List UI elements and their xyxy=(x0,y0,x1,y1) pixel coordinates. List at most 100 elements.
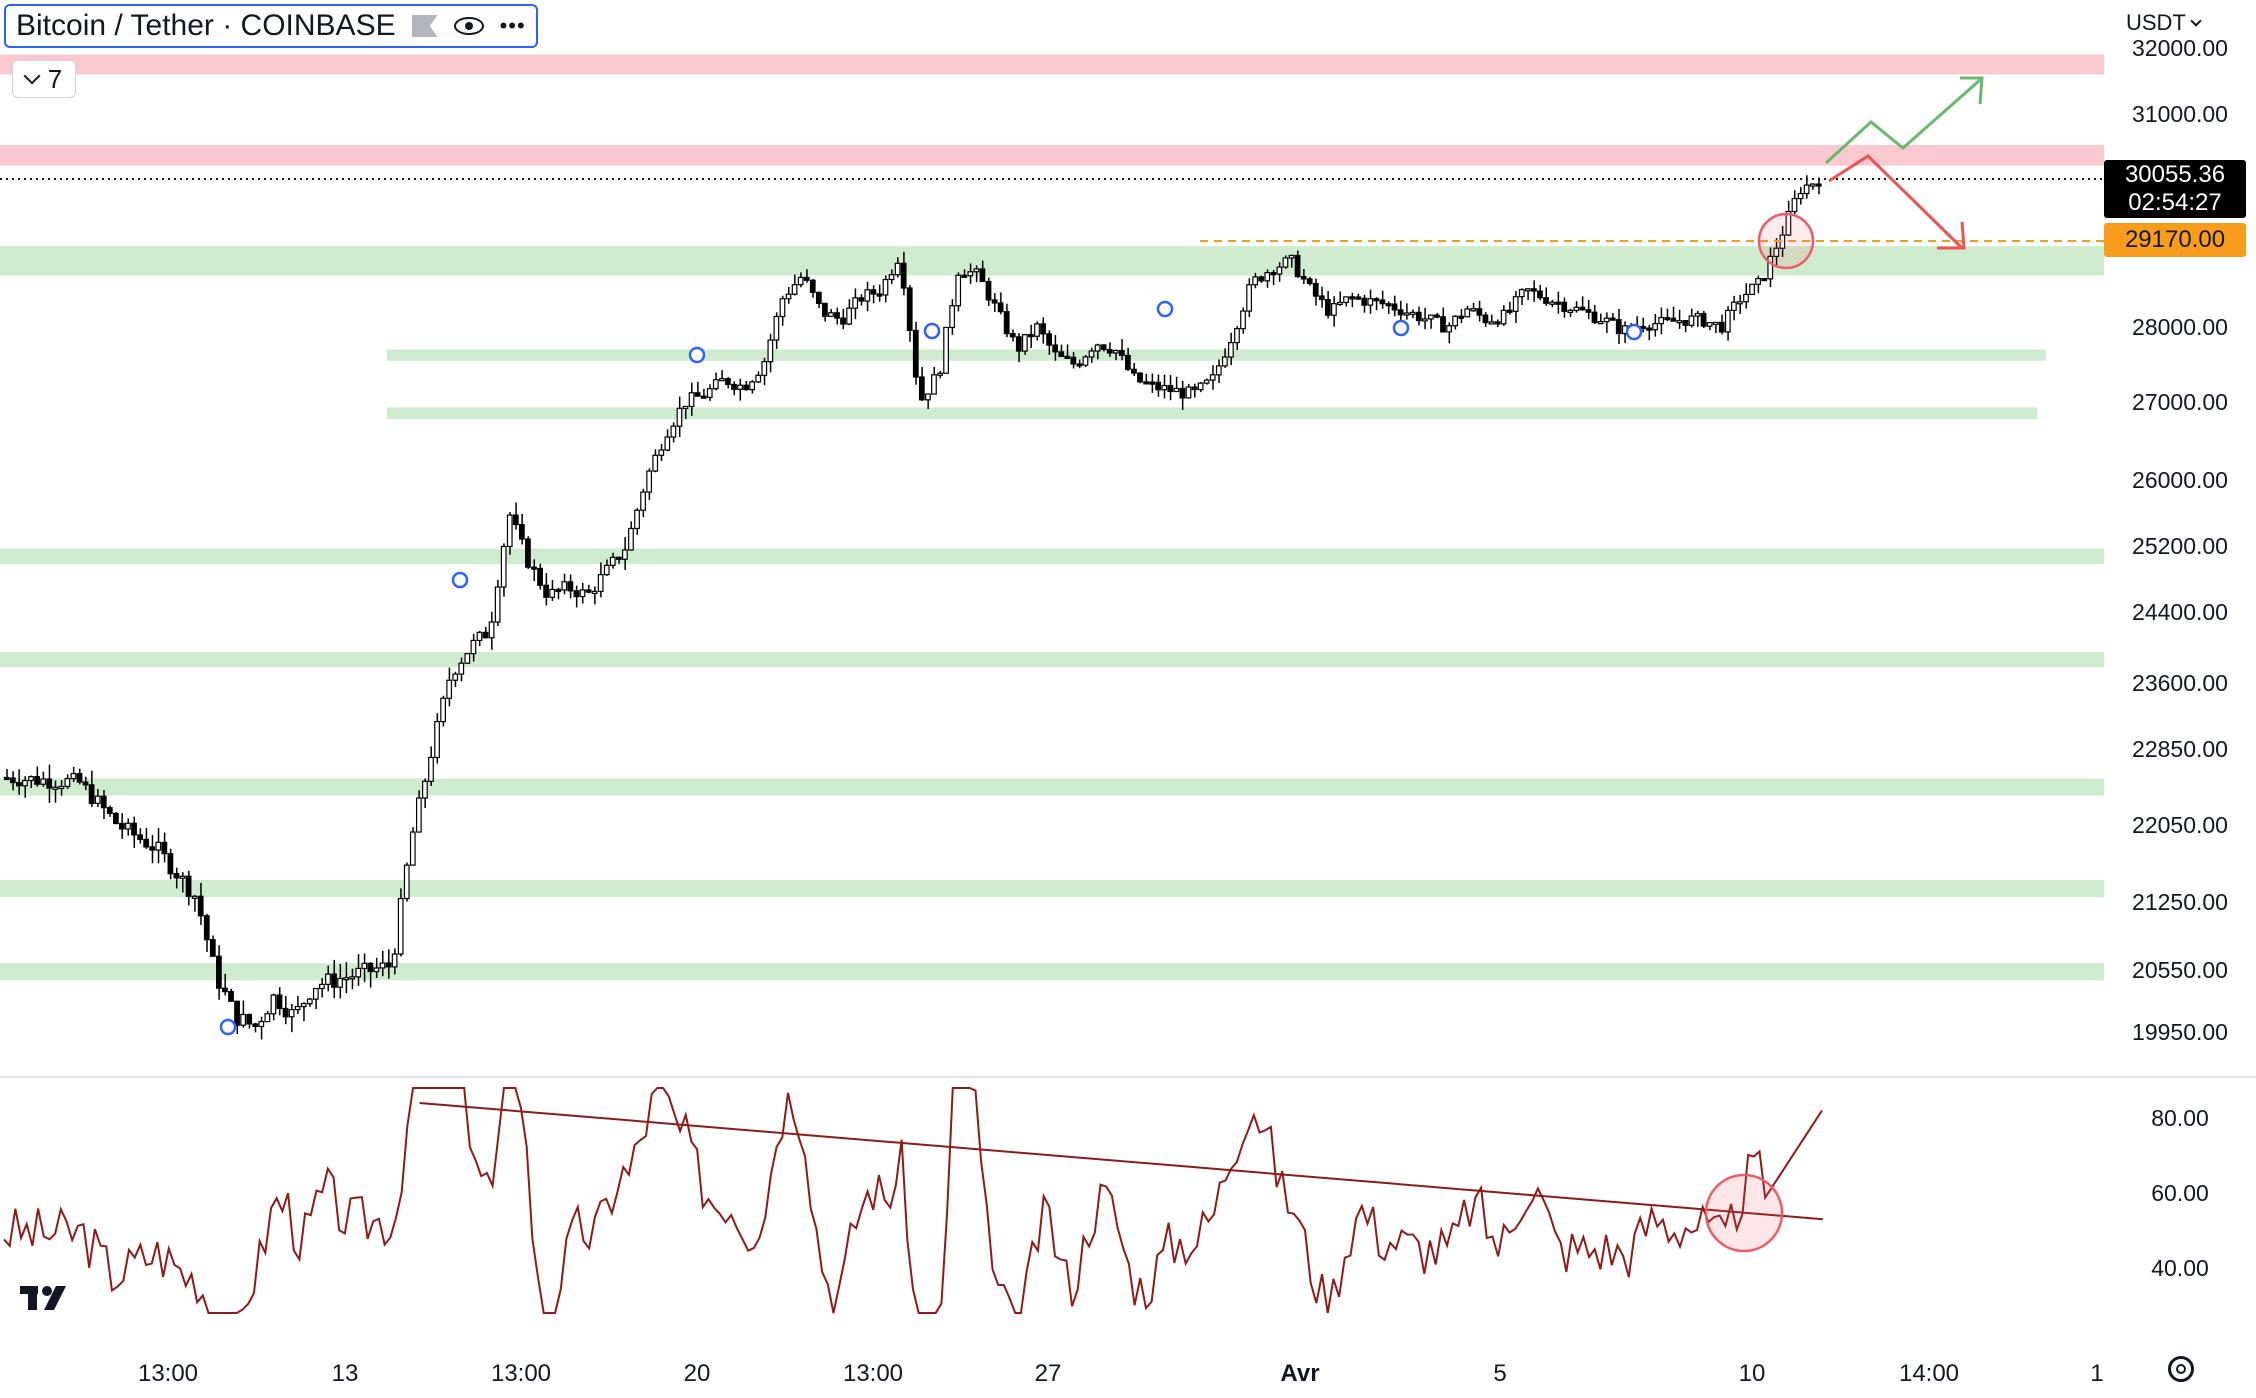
candle-body xyxy=(1264,272,1271,282)
candle-body xyxy=(937,372,943,376)
candle-body xyxy=(561,581,568,591)
time-tick-label: 13:00 xyxy=(843,1360,903,1387)
candle-body xyxy=(403,864,410,900)
support-zone xyxy=(387,407,2037,420)
time-tick-label: 14:00 xyxy=(1899,1360,1959,1387)
candle-body xyxy=(512,514,519,526)
candle-body xyxy=(1427,314,1434,320)
candle-body xyxy=(634,509,640,530)
candle-body xyxy=(482,631,489,639)
candle-body xyxy=(603,564,610,576)
candle-body xyxy=(1591,311,1598,324)
candle-body xyxy=(1579,306,1586,311)
candle-body xyxy=(1124,354,1131,370)
candle-body xyxy=(1015,336,1022,352)
candle-body xyxy=(1761,277,1768,282)
candle-body xyxy=(1749,283,1755,296)
candle-body xyxy=(1797,192,1804,200)
candle-body xyxy=(94,795,101,804)
candle-body xyxy=(1294,254,1301,278)
price-tick-label: 23600.00 xyxy=(2132,670,2228,696)
candle-body xyxy=(1185,386,1192,399)
candle-body xyxy=(1276,266,1283,275)
support-zone xyxy=(0,778,2104,796)
candle-body xyxy=(1137,372,1143,383)
candle-body xyxy=(228,991,234,1002)
candle-body xyxy=(694,392,701,397)
candle-body xyxy=(852,297,859,309)
candle-body xyxy=(1785,210,1792,236)
candle-body xyxy=(1537,290,1543,299)
time-tick-label: 10 xyxy=(1739,1360,1766,1387)
price-tick-label: 21250.00 xyxy=(2132,889,2228,915)
event-marker xyxy=(688,346,706,364)
candle-body xyxy=(470,639,477,655)
candle-body xyxy=(209,939,216,957)
candle-body xyxy=(1658,316,1665,325)
rsi-line xyxy=(3,1087,1823,1314)
candle-body xyxy=(670,425,677,438)
candle-body xyxy=(434,720,440,759)
candle-body xyxy=(1343,296,1349,304)
candle-body xyxy=(876,293,883,297)
tradingview-logo-icon[interactable] xyxy=(20,1282,80,1314)
candle-body xyxy=(1373,298,1380,302)
indicators-toggle-button[interactable]: 7 xyxy=(12,60,76,98)
candle-body xyxy=(1561,301,1568,312)
currency-selector[interactable]: USDT xyxy=(2126,10,2202,36)
candle-body xyxy=(1337,301,1343,306)
candle-body xyxy=(700,395,707,399)
chevron-down-icon xyxy=(2190,15,2202,27)
candle-body xyxy=(1440,316,1446,333)
candle-body xyxy=(797,276,804,286)
eye-icon[interactable] xyxy=(453,17,484,35)
event-marker xyxy=(451,571,469,589)
candle-body xyxy=(506,514,513,548)
candle-body xyxy=(628,527,634,551)
candle-body xyxy=(543,584,550,598)
candle-body xyxy=(858,297,865,302)
event-marker xyxy=(1392,319,1410,337)
candle-body xyxy=(1088,350,1095,358)
candle-body xyxy=(743,384,749,391)
candle-body xyxy=(125,822,131,830)
candle-body xyxy=(1573,306,1580,311)
candle-body xyxy=(494,586,501,623)
candle-body xyxy=(828,312,834,317)
candle-body xyxy=(1512,296,1519,313)
candle-body xyxy=(1076,363,1083,367)
candle-body xyxy=(737,384,743,390)
candle-body xyxy=(440,697,446,723)
candle-body xyxy=(918,376,925,401)
candle-body xyxy=(252,1023,259,1028)
candle-body xyxy=(1179,387,1186,399)
candle-body xyxy=(1531,288,1537,292)
candle-body xyxy=(906,287,913,332)
candle-body xyxy=(706,388,713,398)
candle-body xyxy=(9,777,16,784)
candle-body xyxy=(1403,312,1410,316)
candle-body xyxy=(1694,312,1701,317)
candle-body xyxy=(1555,301,1562,305)
settings-gear-icon[interactable] xyxy=(2168,1356,2194,1382)
candle-body xyxy=(1046,333,1052,346)
candle-body xyxy=(1021,334,1028,352)
candle-body xyxy=(1379,299,1386,305)
candle-body xyxy=(967,271,974,277)
candle-body xyxy=(779,298,786,318)
flag-icon[interactable] xyxy=(411,15,438,37)
candle-body xyxy=(264,1013,271,1023)
candle-body xyxy=(1609,317,1616,321)
candle-body xyxy=(119,822,125,830)
candle-body xyxy=(1070,356,1077,365)
candle-body xyxy=(755,374,762,383)
more-options-icon[interactable]: ••• xyxy=(499,13,526,38)
candle-body xyxy=(112,812,119,825)
candle-body xyxy=(555,588,562,593)
time-tick-label: 20 xyxy=(684,1360,711,1387)
candle-body xyxy=(1300,275,1307,280)
symbol-legend[interactable]: Bitcoin / Tether · COINBASE ••• xyxy=(4,4,538,48)
candle-body xyxy=(40,778,47,785)
candle-body xyxy=(1809,183,1816,187)
